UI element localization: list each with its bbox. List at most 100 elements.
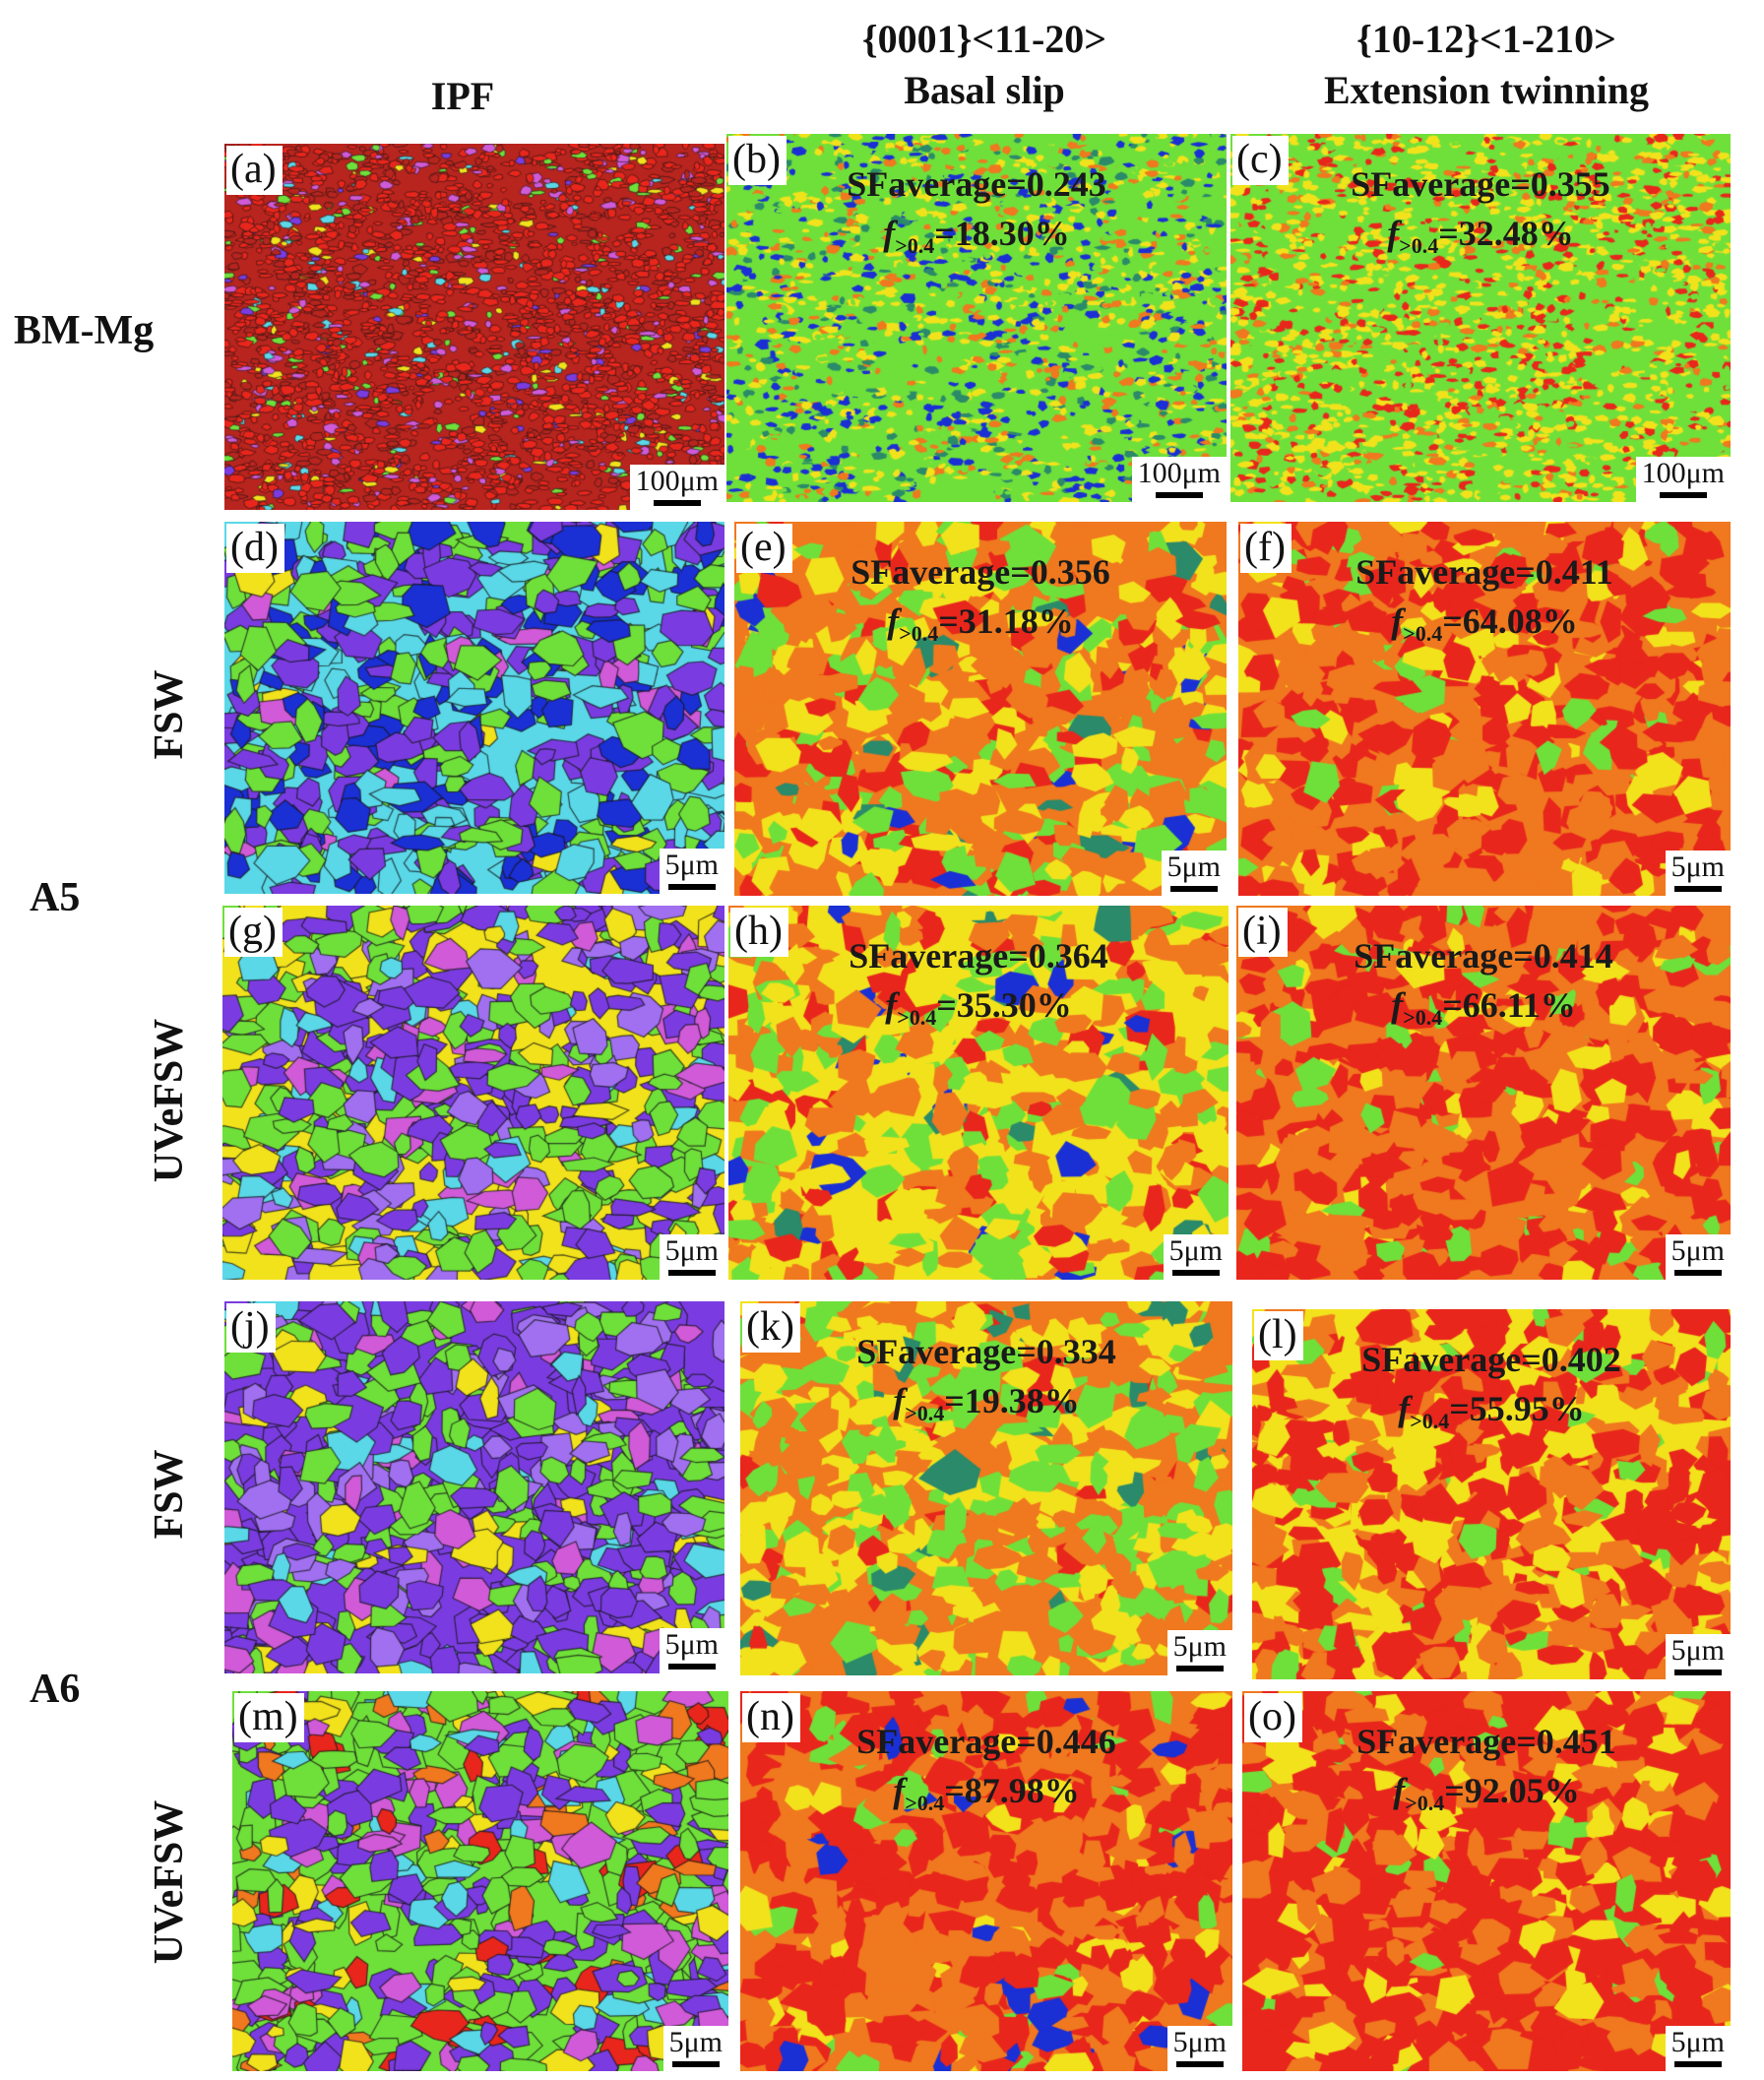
f-value-c: 32.48% <box>1458 214 1574 253</box>
column-title-ipf: IPF <box>394 71 532 122</box>
f-sub-o: >0.4 <box>1405 1791 1445 1816</box>
panel-label-f: (f) <box>1240 524 1292 573</box>
scale-line-b <box>1155 492 1203 498</box>
f-symbol-l: f <box>1398 1389 1411 1428</box>
panel-k-basal-map: (k) SFaverage=0.334 f>0.4=19.38% 5μm <box>740 1301 1232 1675</box>
panel-b-basal-map: (b) SFaverage=0.243 f>0.4=18.30% 100μm <box>726 134 1227 502</box>
scale-text-m: 5μm <box>668 2026 723 2058</box>
f-value-b: 18.30% <box>954 214 1070 253</box>
scale-bar-m: 5μm <box>662 2026 728 2071</box>
scale-line-m <box>671 2061 720 2067</box>
sf-value-l: 0.402 <box>1541 1340 1621 1379</box>
panel-a-ipf-map: (a) 100μm <box>224 144 724 510</box>
scale-text-k: 5μm <box>1172 1630 1227 1663</box>
panel-label-l: (l) <box>1254 1311 1303 1360</box>
basal-system-label: {0001}<11-20> <box>861 17 1107 61</box>
f-sub-f: >0.4 <box>1403 621 1443 647</box>
f-value-e: 31.18% <box>958 601 1074 641</box>
row-label-a6-uvefsw: UVeFSW <box>147 1799 192 1965</box>
scale-line-h <box>1171 1270 1220 1276</box>
sf-prefix-h: SFaverage= <box>849 936 1029 976</box>
row-label-a5-uvefsw: UVeFSW <box>147 1018 192 1183</box>
f-symbol-i: f <box>1391 985 1404 1025</box>
scale-bar-h: 5μm <box>1163 1234 1228 1280</box>
sf-prefix-n: SFaverage= <box>856 1722 1037 1761</box>
panel-label-c: (c) <box>1232 136 1289 185</box>
sf-value-h: 0.364 <box>1028 936 1108 976</box>
fraction-k: f>0.4=19.38% <box>740 1378 1232 1436</box>
sf-prefix-c: SFaverage= <box>1351 164 1531 204</box>
f-eq-n: = <box>944 1771 965 1810</box>
f-symbol-k: f <box>893 1381 906 1420</box>
grain-map-c <box>1230 134 1731 502</box>
grain-map-g <box>222 906 724 1280</box>
sf-average-n: SFaverage=0.446 <box>740 1719 1232 1764</box>
row-label-bm: BM-Mg <box>14 308 155 353</box>
scale-line-a <box>653 500 701 506</box>
fraction-e: f>0.4=31.18% <box>734 599 1227 657</box>
f-symbol-n: f <box>893 1771 906 1810</box>
group-label-a6: A6 <box>30 1667 81 1712</box>
panel-label-k: (k) <box>742 1303 800 1353</box>
f-value-k: 19.38% <box>964 1381 1080 1420</box>
panel-label-o: (o) <box>1244 1693 1302 1742</box>
scale-text-c: 100μm <box>1641 457 1725 489</box>
row-label-a6-fsw: FSW <box>147 1449 192 1540</box>
sf-average-l: SFaverage=0.402 <box>1252 1337 1731 1382</box>
scale-line-i <box>1673 1270 1722 1276</box>
panel-l-twin-map: (l) SFaverage=0.402 f>0.4=55.95% 5μm <box>1252 1309 1731 1679</box>
panel-o-twin-map: (o) SFaverage=0.451 f>0.4=92.05% 5μm <box>1242 1691 1731 2071</box>
sf-average-b: SFaverage=0.243 <box>726 161 1227 207</box>
f-symbol-c: f <box>1387 214 1400 253</box>
sf-average-i: SFaverage=0.414 <box>1236 933 1731 978</box>
panel-label-g: (g) <box>224 908 283 957</box>
scale-text-j: 5μm <box>664 1628 719 1661</box>
f-eq-i: = <box>1442 985 1463 1025</box>
f-sub-e: >0.4 <box>899 621 939 647</box>
scale-bar-c: 100μm <box>1635 457 1731 502</box>
fraction-n: f>0.4=87.98% <box>740 1768 1232 1826</box>
f-symbol-o: f <box>1393 1771 1406 1810</box>
f-eq-c: = <box>1438 214 1459 253</box>
f-value-n: 87.98% <box>964 1771 1080 1810</box>
scale-bar-i: 5μm <box>1665 1234 1731 1280</box>
twin-system-label: {10-12}<1-210> <box>1356 17 1616 61</box>
f-eq-b: = <box>934 214 955 253</box>
scale-bar-a: 100μm <box>629 465 724 510</box>
sf-value-f: 0.411 <box>1535 552 1613 592</box>
fraction-l: f>0.4=55.95% <box>1252 1386 1731 1444</box>
f-sub-k: >0.4 <box>905 1401 945 1426</box>
sf-prefix-i: SFaverage= <box>1354 936 1534 976</box>
ipf-heading: IPF <box>430 74 495 118</box>
fraction-b: f>0.4=18.30% <box>726 211 1227 269</box>
scale-text-f: 5μm <box>1670 851 1725 883</box>
scale-line-d <box>667 884 716 890</box>
panel-label-n: (n) <box>742 1693 800 1742</box>
twin-mode-label: Extension twinning <box>1323 68 1650 112</box>
sf-value-k: 0.334 <box>1036 1332 1116 1371</box>
scale-bar-n: 5μm <box>1166 2026 1232 2071</box>
scale-bar-g: 5μm <box>659 1234 724 1280</box>
panel-c-twin-map: (c) SFaverage=0.355 f>0.4=32.48% 100μm <box>1230 134 1731 502</box>
sf-value-e: 0.356 <box>1030 552 1110 592</box>
scale-line-e <box>1169 886 1218 892</box>
column-title-basal: {0001}<11-20> Basal slip <box>748 14 1221 116</box>
grain-map-a <box>224 144 724 510</box>
f-value-f: 64.08% <box>1462 601 1578 641</box>
grain-map-l <box>1252 1309 1731 1679</box>
sf-average-o: SFaverage=0.451 <box>1242 1719 1731 1764</box>
sf-average-k: SFaverage=0.334 <box>740 1329 1232 1374</box>
scale-text-l: 5μm <box>1670 1634 1725 1667</box>
scale-text-d: 5μm <box>664 849 719 881</box>
fraction-c: f>0.4=32.48% <box>1230 211 1731 269</box>
basal-mode-label: Basal slip <box>904 68 1065 112</box>
scale-bar-d: 5μm <box>659 849 724 894</box>
scale-line-n <box>1175 2061 1224 2067</box>
panel-label-i: (i) <box>1238 908 1288 957</box>
grain-map-k <box>740 1301 1232 1675</box>
f-eq-l: = <box>1449 1389 1470 1428</box>
f-value-l: 55.95% <box>1469 1389 1585 1428</box>
sf-average-e: SFaverage=0.356 <box>734 549 1227 595</box>
scale-line-o <box>1673 2061 1722 2067</box>
grain-map-f <box>1238 522 1731 896</box>
